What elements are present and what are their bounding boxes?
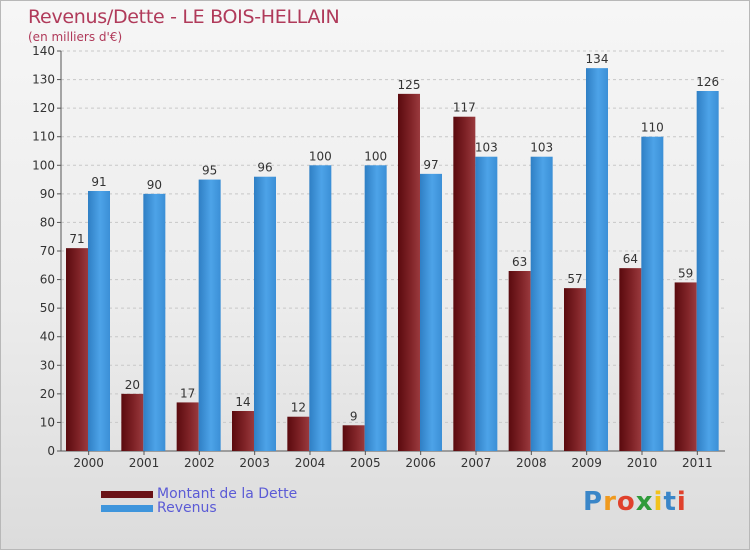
legend-label-debt: Montant de la Dette (157, 486, 298, 502)
bar-revenue (254, 176, 276, 451)
logo-letter: i (676, 487, 687, 517)
data-label-revenue: 126 (696, 75, 719, 89)
bar-revenue (696, 91, 719, 451)
x-axis: 2000 2001 2002 2003 2004 2005 2006 2007 2008 2009… (73, 451, 713, 470)
legend-swatch-revenue (101, 505, 153, 512)
bars (66, 68, 719, 452)
data-label-revenue: 110 (641, 121, 664, 135)
data-label-revenue: 91 (91, 175, 106, 189)
bar-revenue (475, 156, 498, 451)
x-tick-label: 2011 (682, 456, 713, 470)
legend-label-revenue: Revenus (157, 500, 217, 516)
y-tick-label: 0 (47, 444, 55, 458)
bar-debt (564, 288, 586, 451)
logo-letter: r (603, 487, 617, 517)
y-tick-label: 140 (32, 44, 55, 58)
y-tick-label: 90 (40, 187, 55, 201)
bar-revenue (530, 156, 553, 451)
x-tick-label: 2009 (571, 456, 602, 470)
bar-debt (398, 93, 420, 451)
bar-debt (176, 402, 199, 451)
logo-letter: o (616, 487, 636, 517)
bar-debt (342, 425, 365, 451)
x-tick-label: 2005 (350, 456, 381, 470)
bar-debt (66, 248, 88, 451)
x-tick-label: 2001 (129, 456, 160, 470)
proxiti-logo: Proxiti (583, 487, 687, 517)
logo-letter: i (653, 487, 664, 517)
bar-revenue (420, 173, 442, 451)
y-tick-label: 130 (32, 73, 55, 87)
x-tick-label: 2000 (73, 456, 104, 470)
y-tick-label: 70 (40, 244, 55, 258)
x-tick-label: 2002 (184, 456, 215, 470)
bar-debt (619, 268, 642, 451)
bar-debt (121, 393, 144, 451)
logo-letter: P (583, 487, 604, 517)
data-label-revenue: 103 (530, 141, 553, 155)
y-tick-label: 100 (32, 158, 55, 172)
bar-debt (232, 411, 254, 451)
data-label-revenue: 95 (202, 164, 217, 178)
bar-revenue (198, 179, 221, 452)
logo-letter: x (635, 487, 654, 517)
bar-debt (508, 271, 531, 451)
y-tick-label: 110 (32, 130, 55, 144)
x-tick-label: 2004 (295, 456, 326, 470)
x-tick-label: 2003 (239, 456, 270, 470)
data-label-debt: 9 (350, 409, 358, 423)
data-label-revenue: 100 (309, 149, 332, 163)
y-tick-label: 80 (40, 215, 55, 229)
data-label-revenue: 134 (586, 52, 609, 66)
x-tick-label: 2006 (405, 456, 436, 470)
data-label-debt: 64 (623, 252, 638, 266)
bar-revenue (641, 136, 664, 451)
x-tick-label: 2008 (516, 456, 547, 470)
data-label-debt: 71 (69, 232, 84, 246)
data-label-debt: 12 (291, 401, 306, 415)
data-label-debt: 20 (125, 378, 140, 392)
y-tick-label: 60 (40, 273, 55, 287)
data-label-debt: 57 (567, 272, 582, 286)
data-label-revenue: 103 (475, 141, 498, 155)
legend-swatch-debt (101, 491, 153, 498)
chart-title: Revenus/Dette - LE BOIS-HELLAIN (28, 6, 340, 28)
data-label-revenue: 100 (364, 149, 387, 163)
data-label-revenue: 96 (257, 161, 272, 175)
logo-letter: t (663, 487, 677, 517)
bar-revenue (364, 165, 387, 452)
bar-debt (674, 282, 697, 451)
y-tick-label: 20 (40, 387, 55, 401)
bar-debt (453, 116, 476, 451)
x-tick-label: 2007 (461, 456, 492, 470)
bar-revenue (309, 165, 332, 452)
y-gridlines (61, 50, 725, 423)
x-tick-label: 2010 (627, 456, 658, 470)
data-label-debt: 63 (512, 255, 527, 269)
bar-revenue (143, 193, 166, 451)
data-label-debt: 17 (180, 386, 195, 400)
y-tick-label: 10 (40, 415, 55, 429)
y-tick-label: 40 (40, 330, 55, 344)
y-axis: 0 10 20 30 40 50 60 70 80 90 100 110 120 130 140 (32, 44, 725, 458)
bar-revenue (586, 68, 608, 452)
data-label-debt: 59 (678, 266, 693, 280)
y-tick-label: 30 (40, 358, 55, 372)
data-label-debt: 117 (453, 101, 476, 115)
bar-debt (287, 416, 310, 451)
data-label-debt: 125 (398, 78, 421, 92)
chart-subtitle: (en milliers d'€) (28, 30, 123, 44)
bar-revenue (88, 191, 110, 451)
data-label-revenue: 90 (147, 178, 162, 192)
data-labels: 71 91 20 90 17 95 14 96 12 100 9 100 125 97 117 103 63 10… (69, 52, 719, 423)
data-label-debt: 14 (235, 395, 250, 409)
y-tick-label: 50 (40, 301, 55, 315)
data-label-revenue: 97 (423, 158, 438, 172)
y-tick-label: 120 (32, 101, 55, 115)
